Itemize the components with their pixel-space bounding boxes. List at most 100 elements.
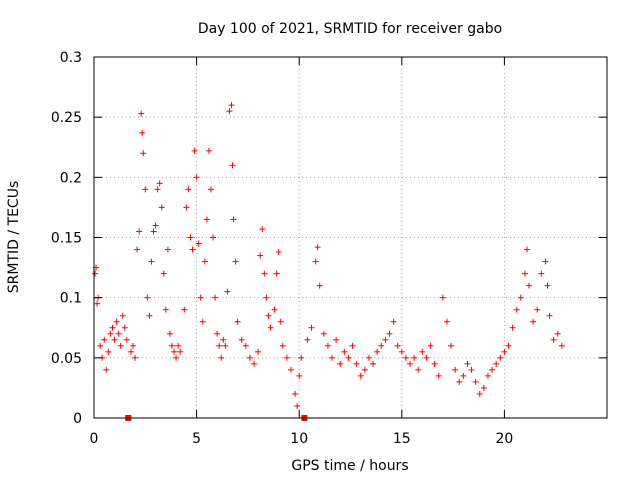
data-point: [107, 330, 114, 337]
data-point: [139, 129, 146, 136]
data-point: [175, 342, 182, 349]
data-point: [232, 258, 239, 265]
data-point: [127, 348, 134, 355]
data-point: [308, 324, 315, 331]
data-point: [501, 348, 508, 355]
data-point: [207, 186, 214, 193]
data-point: [150, 228, 157, 235]
data-point: [484, 372, 491, 379]
data-point: [542, 258, 549, 265]
data-point: [534, 306, 541, 313]
data-point: [152, 222, 159, 229]
data-point: [394, 342, 401, 349]
data-point: [94, 300, 101, 307]
data-point: [103, 366, 110, 373]
data-point: [171, 348, 178, 355]
data-point: [203, 216, 210, 223]
x-tick-label: 15: [393, 431, 411, 447]
data-point: [259, 226, 266, 233]
data-point: [160, 270, 167, 277]
data-point: [191, 147, 198, 154]
data-point: [390, 318, 397, 325]
data-point: [382, 336, 389, 343]
data-point: [505, 342, 512, 349]
data-point: [228, 102, 235, 109]
y-tick-label: 0.1: [60, 291, 82, 307]
data-point: [337, 360, 344, 367]
data-point: [229, 162, 236, 169]
data-point: [472, 378, 479, 385]
data-point: [189, 246, 196, 253]
data-point: [497, 354, 504, 361]
data-point: [489, 366, 496, 373]
data-point: [185, 186, 192, 193]
grid-layer: [94, 57, 607, 418]
data-point: [265, 312, 272, 319]
y-tick-label: 0.3: [60, 50, 82, 66]
data-point: [456, 378, 463, 385]
data-point: [530, 318, 537, 325]
data-point: [333, 336, 340, 343]
data-point: [193, 174, 200, 181]
data-point: [431, 360, 438, 367]
data-point: [448, 342, 455, 349]
data-point: [298, 354, 305, 361]
data-point: [279, 342, 286, 349]
data-point: [166, 330, 173, 337]
data-point: [181, 306, 188, 313]
data-point: [415, 366, 422, 373]
data-point: [154, 186, 161, 193]
data-point: [271, 306, 278, 313]
data-point: [242, 342, 249, 349]
data-point: [156, 180, 163, 187]
data-point: [402, 354, 409, 361]
x-tick-label: 20: [495, 431, 513, 447]
data-point: [427, 342, 434, 349]
data-point: [378, 342, 385, 349]
data-point: [314, 244, 321, 251]
data-point: [292, 390, 299, 397]
data-point: [320, 330, 327, 337]
data-point: [158, 204, 165, 211]
data-point: [105, 348, 112, 355]
data-point: [212, 294, 219, 301]
data-point: [370, 360, 377, 367]
data-point: [234, 318, 241, 325]
data-point: [296, 372, 303, 379]
y-axis-title: SRMTID / TECUs: [6, 181, 22, 294]
data-point: [226, 108, 233, 115]
y-tick-label: 0.2: [60, 170, 82, 186]
data-point: [517, 294, 524, 301]
data-point: [361, 366, 368, 373]
data-point: [523, 246, 530, 253]
data-point: [224, 288, 231, 295]
data-point: [353, 360, 360, 367]
data-point: [251, 360, 258, 367]
data-point: [273, 270, 280, 277]
data-point: [468, 366, 475, 373]
data-point: [255, 348, 262, 355]
data-point: [146, 312, 153, 319]
data-point: [423, 354, 430, 361]
data-point: [138, 110, 145, 117]
data-point: [230, 216, 237, 223]
data-point: [220, 336, 227, 343]
data-point: [294, 402, 301, 409]
data-point: [407, 360, 414, 367]
data-point: [162, 306, 169, 313]
data-point: [341, 348, 348, 355]
y-tick-label: 0: [73, 411, 82, 427]
data-point: [111, 336, 118, 343]
data-point: [144, 294, 151, 301]
data-point: [199, 318, 206, 325]
data-point: [187, 234, 194, 241]
data-point: [558, 342, 565, 349]
data-point: [419, 348, 426, 355]
data-point: [140, 150, 147, 157]
data-point: [476, 390, 483, 397]
chart-title: Day 100 of 2021, SRMTID for receiver gab…: [198, 21, 502, 37]
y-tick-label: 0.05: [51, 351, 82, 367]
points-layer: [92, 102, 565, 409]
